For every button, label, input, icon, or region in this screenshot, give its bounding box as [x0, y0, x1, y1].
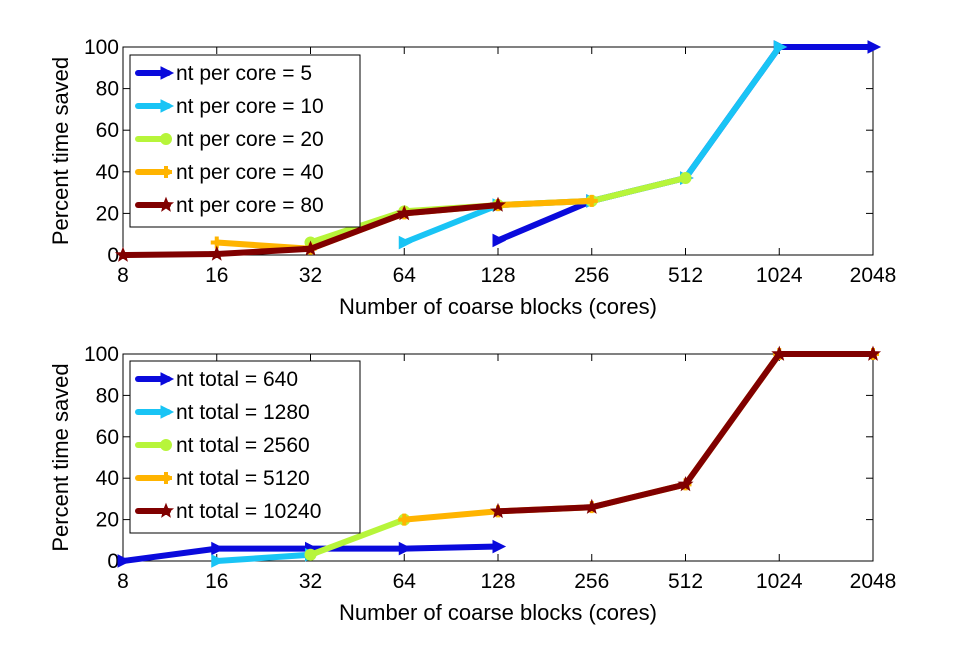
legend-label: nt total = 5120 [176, 467, 310, 490]
x-tick-label: 128 [480, 570, 515, 593]
legend: nt per core = 5 nt per core = 10 nt per co… [129, 54, 361, 228]
bottom-chart-panel: 8 16 32 64 128 256 512 1024 2048 0 20 40 60 80 100 Numb… [48, 343, 896, 625]
data-point [114, 246, 132, 262]
y-tick-label: 20 [96, 202, 119, 225]
x-tick-label: 512 [668, 264, 703, 287]
top-chart-panel: 8 16 32 64 128 256 512 1024 2048 0 20 40 60 80 100 Numb… [48, 36, 896, 319]
data-point [396, 204, 413, 221]
x-tick-label: 128 [480, 264, 515, 287]
data-point [492, 539, 507, 554]
legend-label: nt per core = 40 [176, 161, 324, 184]
y-tick-label: 80 [96, 78, 119, 101]
legend-item: nt total = 640 [135, 368, 298, 391]
x-tick-label: 16 [205, 570, 228, 593]
legend-item: nt per core = 40 [135, 161, 324, 184]
x-tick-label: 32 [299, 570, 322, 593]
data-point [583, 498, 600, 514]
legend-label: nt per core = 10 [176, 95, 324, 118]
y-tick-label: 40 [96, 467, 119, 490]
legend-marker [160, 472, 172, 484]
y-tick-label: 0 [107, 550, 119, 573]
legend-label: nt total = 1280 [176, 401, 310, 424]
legend: nt total = 640 nt total = 1280 nt total = … [129, 360, 361, 534]
data-point [585, 194, 598, 207]
legend-marker [160, 66, 175, 80]
series-5 [114, 196, 507, 262]
series-5 [489, 345, 882, 519]
legend-label: nt per core = 80 [176, 194, 324, 217]
legend-item: nt per core = 10 [135, 95, 324, 118]
legend-item: nt total = 5120 [135, 467, 310, 490]
data-point [302, 240, 319, 256]
legend-item: nt total = 1280 [135, 401, 310, 424]
data-point [398, 541, 413, 556]
x-tick-label: 16 [205, 264, 228, 287]
y-tick-label: 20 [96, 509, 119, 532]
data-point [211, 541, 225, 556]
legend-label: nt total = 2560 [176, 434, 310, 457]
y-axis-label: Percent time saved [48, 363, 73, 551]
y-axis-label: Percent time saved [48, 57, 73, 245]
data-point [398, 235, 413, 250]
legend-item: nt total = 2560 [135, 434, 310, 457]
x-tick-label: 256 [574, 570, 609, 593]
legend-item: nt per core = 20 [135, 128, 324, 151]
x-tick-label: 8 [117, 570, 129, 593]
y-tick-label: 40 [96, 161, 119, 184]
legend-label: nt total = 640 [176, 368, 298, 391]
data-point [304, 548, 317, 561]
data-point [208, 245, 225, 261]
legend-marker [157, 502, 175, 518]
data-point [398, 513, 411, 526]
data-point [492, 233, 507, 248]
legend-label: nt per core = 5 [176, 62, 312, 85]
y-tick-label: 60 [96, 119, 119, 142]
x-tick-label: 32 [299, 264, 322, 287]
legend-marker [160, 405, 175, 419]
y-tick-label: 100 [84, 343, 119, 366]
x-tick-label: 512 [668, 570, 703, 593]
series-line [213, 551, 314, 564]
y-tick-label: 100 [84, 36, 119, 59]
data-point [489, 196, 507, 212]
x-tick-label: 1024 [756, 570, 803, 593]
data-point [117, 554, 132, 568]
y-tick-label: 0 [107, 244, 119, 267]
x-tick-label: 2048 [850, 264, 897, 287]
legend-label: nt per core = 20 [176, 128, 324, 151]
data-point [771, 345, 788, 361]
data-point [867, 40, 882, 54]
y-tick-label: 60 [96, 426, 119, 449]
x-tick-label: 8 [117, 264, 129, 287]
legend-marker [160, 372, 175, 386]
data-point [211, 554, 225, 568]
data-point [489, 502, 507, 519]
series-1 [117, 539, 507, 568]
legend-marker [160, 439, 172, 451]
x-tick-label: 64 [393, 570, 417, 593]
data-point [679, 172, 692, 185]
legend-marker [160, 166, 172, 178]
x-tick-label: 256 [574, 264, 609, 287]
legend-marker [157, 196, 175, 212]
legend-marker [160, 133, 172, 145]
legend-marker [160, 99, 175, 113]
x-axis-label: Number of coarse blocks (cores) [339, 294, 657, 319]
x-axis-label: Number of coarse blocks (cores) [339, 600, 657, 625]
legend-item: nt total = 10240 [135, 500, 321, 523]
legend-item: nt per core = 5 [135, 62, 312, 85]
x-tick-label: 64 [393, 264, 417, 287]
x-tick-label: 2048 [850, 570, 897, 593]
x-tick-label: 1024 [756, 264, 803, 287]
legend-label: nt total = 10240 [176, 500, 321, 523]
legend-item: nt per core = 80 [135, 194, 324, 217]
data-point [677, 476, 694, 492]
data-point [773, 40, 788, 54]
series-line [307, 516, 408, 558]
data-point [864, 345, 882, 361]
y-tick-label: 80 [96, 384, 119, 407]
